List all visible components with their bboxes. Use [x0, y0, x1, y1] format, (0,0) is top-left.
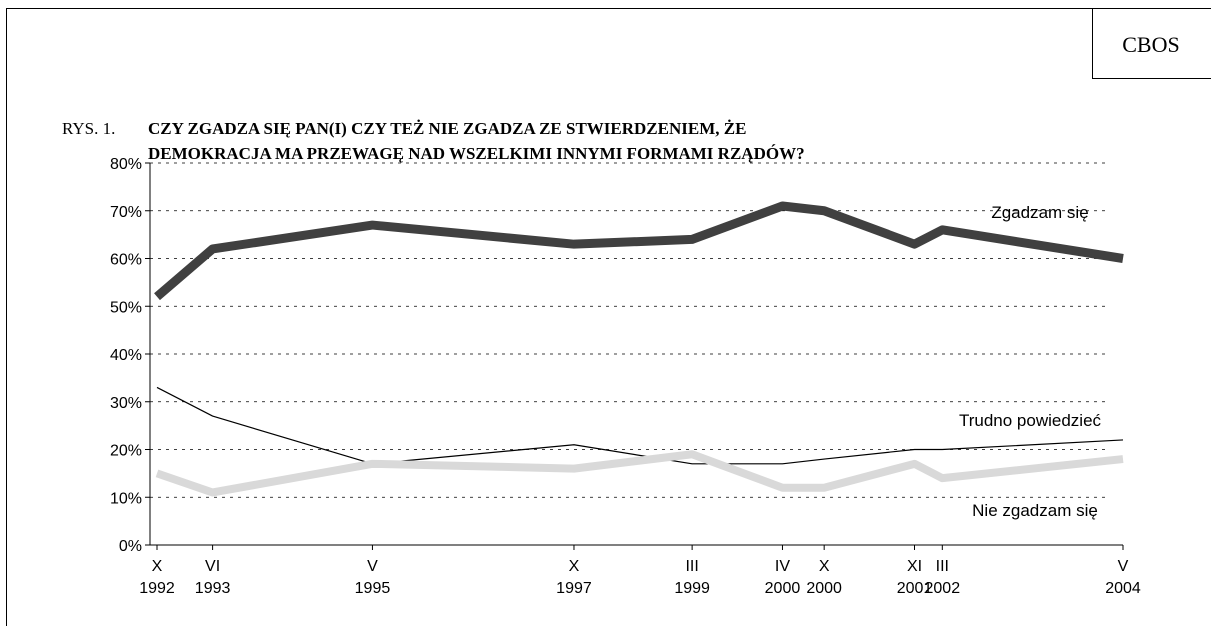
- x-tick-label: 1999: [674, 580, 710, 597]
- source: CBOS: [1122, 32, 1179, 57]
- x-tick-label: 1997: [556, 580, 592, 597]
- frame: [6, 8, 1211, 626]
- series-line: [156, 386, 1124, 465]
- x-tick-label: 1992: [139, 580, 175, 597]
- x-tick-label: III: [685, 558, 698, 575]
- y-tick-label: 10%: [110, 490, 142, 507]
- x-tick-label: VI: [205, 558, 220, 575]
- y-tick-label: 40%: [110, 347, 142, 364]
- series-label: Trudno powiedzieć: [959, 411, 1102, 430]
- y-tick-label: 80%: [110, 156, 142, 173]
- y-tick-label: 60%: [110, 252, 142, 269]
- x-tick-label: V: [367, 558, 378, 575]
- x-tick-label: IV: [775, 558, 790, 575]
- x-tick-label: V: [1118, 558, 1129, 575]
- y-tick-label: 20%: [110, 443, 142, 460]
- series-line: [154, 201, 1124, 301]
- x-tick-label: X: [569, 558, 580, 575]
- chart-title: CZY ZGADZA SIĘ PAN(I) CZY TEŻ NIE ZGADZA…: [148, 119, 746, 138]
- figure-label: RYS. 1.: [62, 119, 115, 138]
- x-tick-label: III: [936, 558, 949, 575]
- x-tick-label: 1993: [195, 580, 231, 597]
- x-tick-label: 2001: [897, 580, 933, 597]
- y-tick-label: 0%: [119, 538, 142, 555]
- series-line: [155, 450, 1124, 497]
- y-tick-label: 50%: [110, 299, 142, 316]
- y-tick-label: 30%: [110, 395, 142, 412]
- y-tick-label: 70%: [110, 204, 142, 221]
- source-box: [1092, 8, 1211, 79]
- series-label: Zgadzam się: [991, 203, 1088, 222]
- x-tick-label: 2002: [925, 580, 961, 597]
- series-label: Nie zgadzam się: [972, 501, 1098, 520]
- x-tick-label: X: [819, 558, 830, 575]
- chart-title: DEMOKRACJA MA PRZEWAGĘ NAD WSZELKIMI INN…: [148, 144, 805, 163]
- x-tick-label: XI: [907, 558, 922, 575]
- x-tick-label: 1995: [355, 580, 391, 597]
- x-tick-label: X: [152, 558, 163, 575]
- x-tick-label: 2000: [806, 580, 842, 597]
- x-tick-label: 2004: [1105, 580, 1141, 597]
- x-tick-label: 2000: [765, 580, 801, 597]
